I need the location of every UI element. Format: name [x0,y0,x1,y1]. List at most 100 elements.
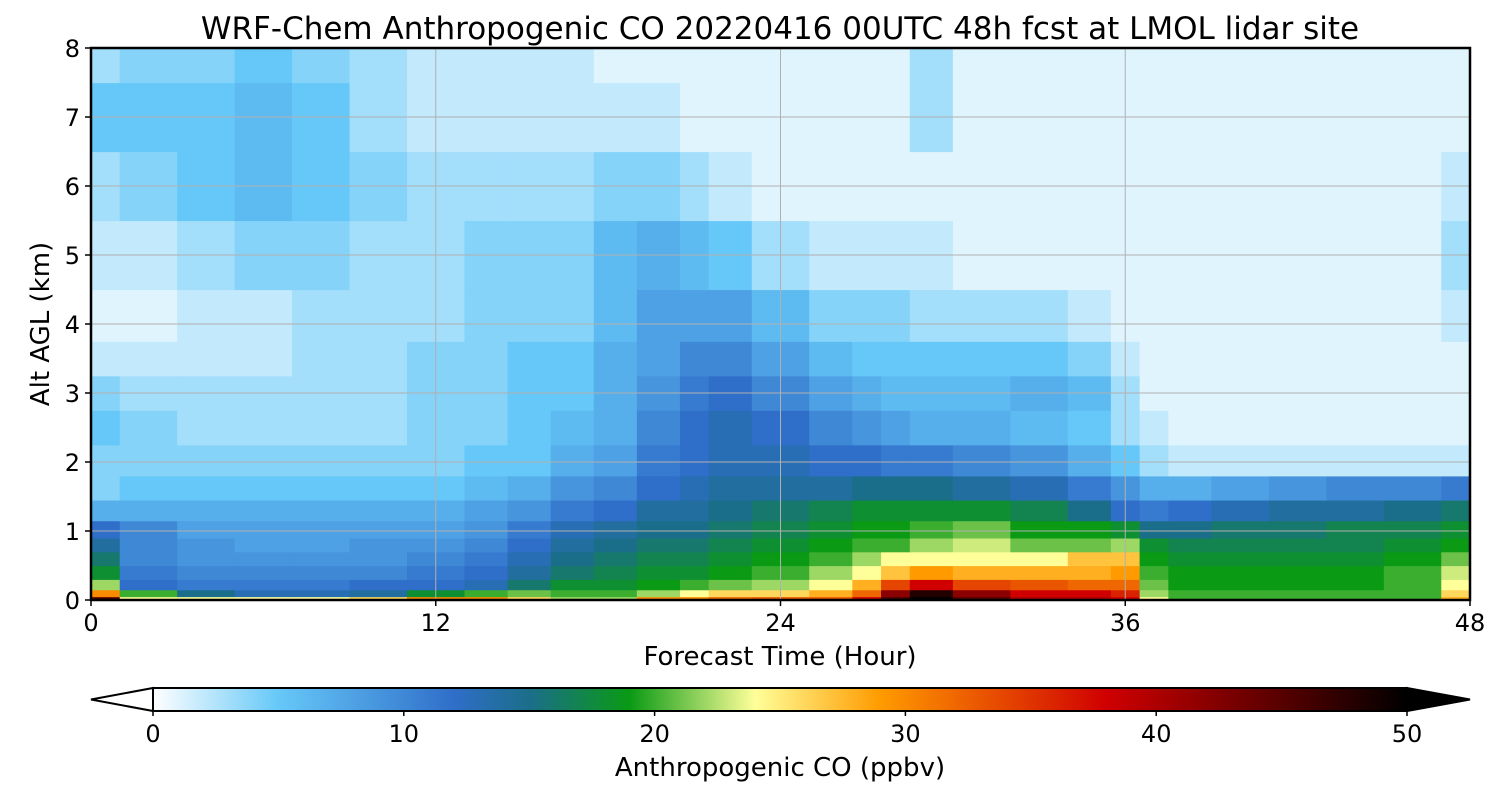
heat-cell [1067,565,1112,580]
heat-cell [881,596,911,601]
heat-cell [1211,565,1270,580]
heat-cell [679,551,710,567]
heat-cell [1211,520,1270,539]
heat-cell [1067,444,1112,477]
colorbar-tick-label: 0 [145,720,160,748]
heat-cell [1326,48,1385,84]
heat-cell [292,499,351,522]
heat-cell [809,475,853,501]
heat-cell [507,410,552,446]
heat-cell [708,475,753,501]
heat-cell [593,565,638,580]
heat-cell [1383,341,1442,377]
heat-cell [909,444,954,477]
heat-cell [593,596,638,601]
heat-cell [1326,520,1385,539]
heat-cell [852,565,882,580]
heat-cell [708,341,753,377]
heat-cell [91,444,121,477]
heat-cell [464,596,509,601]
heat-cell [1211,537,1270,553]
heat-cell [177,596,236,601]
y-tick-label: 2 [65,449,80,477]
heat-cell [593,289,638,342]
heat-cell [852,537,882,553]
heat-cell [1441,410,1471,446]
heat-cell [1010,499,1069,522]
heat-cell [1211,289,1270,342]
heat-cell [1211,596,1270,601]
colorbar: 0 10 20 30 40 50 [90,686,1471,748]
heat-cell [1441,499,1471,522]
heat-cell [952,499,1011,522]
heat-cell [119,565,178,580]
heat-cell [1139,444,1169,477]
heat-cell [464,565,509,580]
heat-cell [1139,341,1169,377]
heat-cell [679,410,710,446]
heat-cell [1211,341,1270,377]
heat-cell [1010,551,1069,567]
heat-cell [1010,341,1069,377]
heat-cell [952,537,1011,553]
heat-cell [852,410,882,446]
heat-cell [952,520,1011,539]
heat-cell [881,589,911,598]
heat-cell [909,596,954,601]
heat-cell [1168,537,1213,553]
heat-cell [1326,289,1385,342]
heat-cell [1211,410,1270,446]
heat-cell [292,551,351,567]
heat-cell [1268,48,1327,84]
heat-cell [636,410,681,446]
heat-cell [234,341,293,377]
heat-cell [952,475,1011,501]
heat-cell [636,589,681,598]
heat-cell [550,520,595,539]
heat-cell [636,444,681,477]
heat-cell [708,520,753,539]
heat-cell [349,520,408,539]
heat-cell [349,537,408,553]
heat-cell [1139,579,1169,591]
x-axis-label: Forecast Time (Hour) [643,642,916,672]
heat-cell [292,565,351,580]
heat-cell [1139,589,1169,598]
heat-cell [177,565,236,580]
heat-cell [1168,499,1213,522]
colorbar-tick-label: 30 [890,720,921,748]
heat-cell [1441,475,1471,501]
heat-cell [507,579,552,591]
heat-cell [234,289,293,342]
heat-cell [119,579,178,591]
heat-cell [1268,341,1327,377]
heat-cell [1067,537,1112,553]
y-tick-label: 0 [65,587,80,615]
heat-cell [1211,579,1270,591]
heat-cell [177,289,236,342]
heat-cell [292,444,351,477]
heat-cell [852,341,882,377]
heat-cell [91,341,121,377]
heat-cell [1326,551,1385,567]
heat-cell [177,444,236,477]
heat-cell [679,596,710,601]
heat-cell [679,565,710,580]
heat-cell [636,48,681,84]
heat-cell [1168,596,1213,601]
heat-cell [1383,520,1442,539]
heat-cell [1441,589,1471,598]
y-tick-label: 6 [65,173,80,201]
heat-cell [809,410,853,446]
heat-cell [679,475,710,501]
heat-cell [593,589,638,598]
heat-cell [1268,520,1327,539]
heat-cell [809,551,853,567]
heat-cell [91,565,121,580]
heat-cell [119,48,178,84]
heat-cell [1067,579,1112,591]
heat-cell [1168,589,1213,598]
heat-cell [1010,410,1069,446]
heat-cell [1383,565,1442,580]
heat-cell [636,537,681,553]
